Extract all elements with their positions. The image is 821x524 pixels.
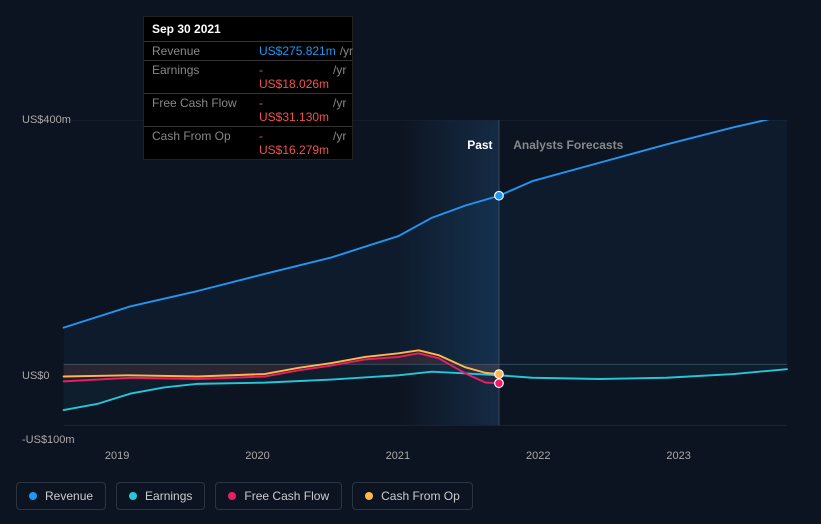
tooltip-row-unit: /yr [333,63,346,91]
legend-item[interactable]: Revenue [16,482,106,510]
legend-dot [228,492,236,500]
chart-svg [16,120,805,454]
legend-label: Cash From Op [381,489,460,503]
y-axis-tick-label: -US$100m [22,434,75,446]
tooltip-row-label: Revenue [152,44,247,58]
legend-item[interactable]: Cash From Op [352,482,473,510]
x-axis-tick-label: 2021 [386,450,410,462]
x-axis-tick-label: 2023 [666,450,690,462]
tooltip-row-value: -US$16.279m [259,129,329,157]
legend-label: Revenue [45,489,93,503]
tooltip-row: Free Cash Flow -US$31.130m/yr [144,93,352,126]
past-label: Past [467,138,492,152]
chart-tooltip: Sep 30 2021 RevenueUS$275.821m/yrEarning… [143,16,353,160]
tooltip-row-label: Cash From Op [152,129,247,157]
legend-item[interactable]: Free Cash Flow [215,482,342,510]
tooltip-row-value: -US$18.026m [259,63,329,91]
legend-dot [365,492,373,500]
x-axis-tick-label: 2022 [526,450,550,462]
y-axis-tick-label: US$0 [22,370,50,382]
legend-item[interactable]: Earnings [116,482,205,510]
financials-chart[interactable]: US$400mUS$0-US$100m 20192020202120222023… [16,120,805,454]
tooltip-row-value: US$275.821m [259,44,336,58]
tooltip-rows: Revenue US$275.821m/yr Earnings -US$18.026m… [144,41,352,159]
tooltip-row-label: Earnings [152,63,247,91]
legend-dot [129,492,137,500]
tooltip-row-value: -US$31.130m [259,96,329,124]
tooltip-row-unit: /yr [340,44,353,58]
tooltip-row: Earnings -US$18.026m/yr [144,60,352,93]
tooltip-row: Revenue US$275.821m/yr [144,41,352,60]
legend-label: Earnings [145,489,192,503]
x-axis-tick-label: 2019 [105,450,129,462]
tooltip-row: Cash From Op -US$16.279m/yr [144,126,352,159]
tooltip-row-label: Free Cash Flow [152,96,247,124]
legend-label: Free Cash Flow [244,489,329,503]
chart-legend: Revenue Earnings Free Cash Flow Cash From O… [16,482,473,510]
x-axis-tick-label: 2020 [245,450,269,462]
legend-dot [29,492,37,500]
y-axis-tick-label: US$400m [22,114,71,126]
tooltip-row-unit: /yr [333,96,346,124]
tooltip-date: Sep 30 2021 [144,17,352,41]
tooltip-row-unit: /yr [333,129,346,157]
forecast-label: Analysts Forecasts [513,138,623,152]
